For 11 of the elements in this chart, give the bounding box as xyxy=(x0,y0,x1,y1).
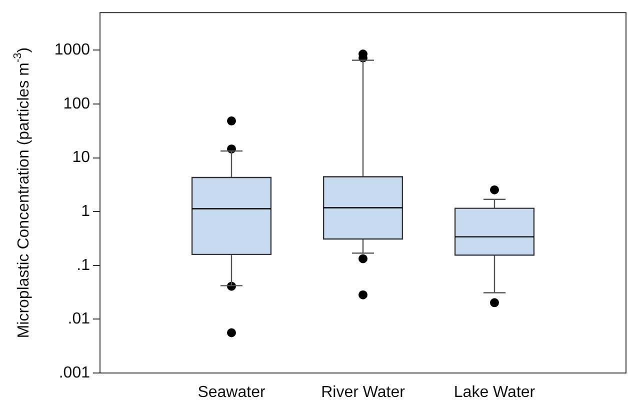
y-tick-label: 10 xyxy=(72,149,90,166)
y-tick-label: 1 xyxy=(81,203,90,220)
x-tick-label: River Water xyxy=(321,384,406,402)
x-tick-label: Lake Water xyxy=(454,384,536,402)
y-axis-title: Microplastic Concentration (particles m-3) xyxy=(12,47,32,338)
y-tick-label: .001 xyxy=(58,364,90,382)
y-tick-label: 1000 xyxy=(54,42,90,59)
y-tick-label: .01 xyxy=(68,310,90,328)
x-tick-label: Seawater xyxy=(198,384,266,402)
y-tick-label: .1 xyxy=(76,256,90,274)
y-tick-label: 100 xyxy=(63,95,90,112)
